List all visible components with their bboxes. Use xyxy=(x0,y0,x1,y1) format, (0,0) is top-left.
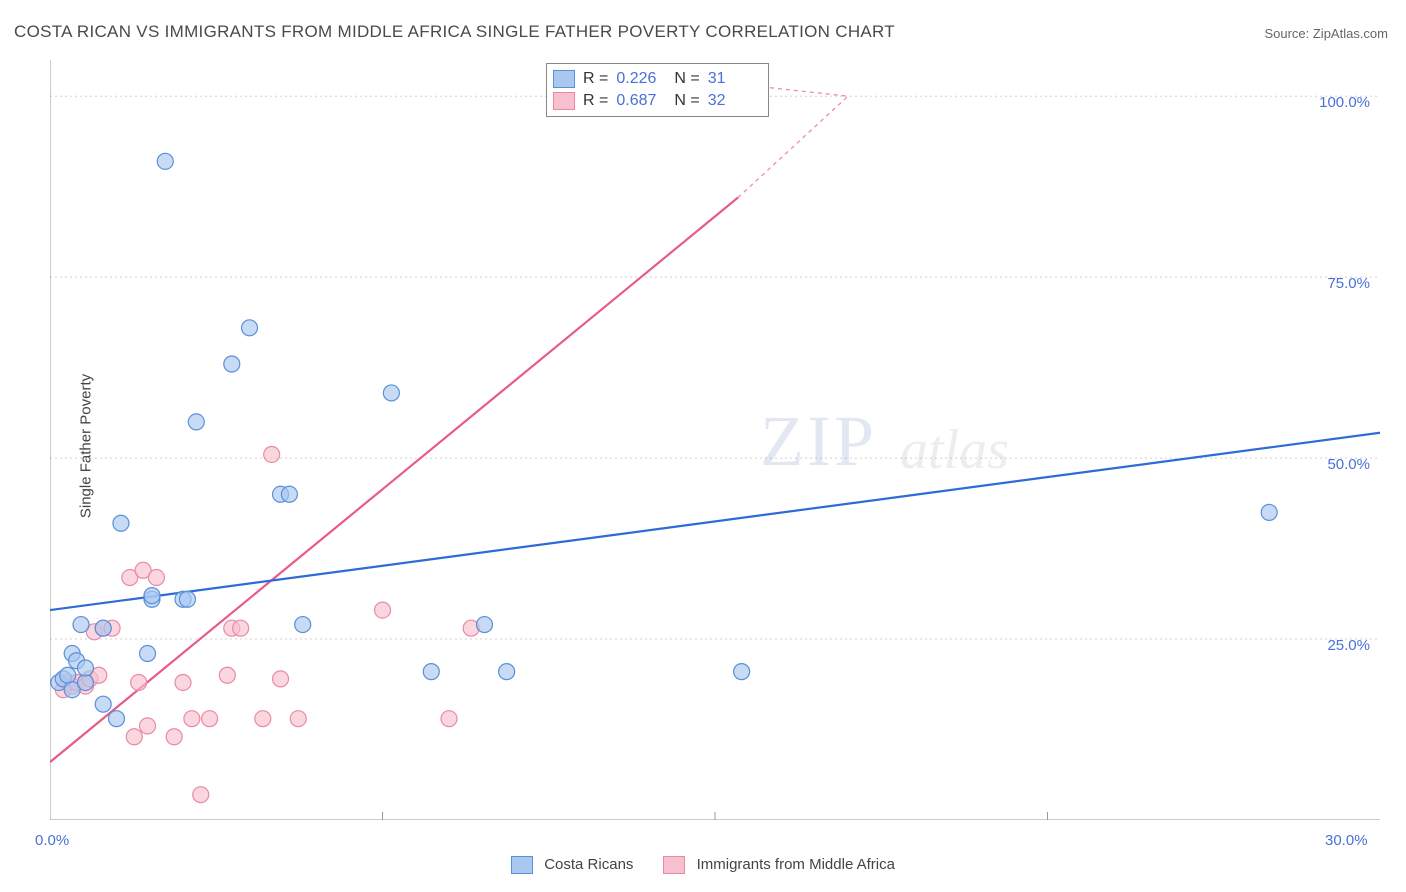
chart-title: COSTA RICAN VS IMMIGRANTS FROM MIDDLE AF… xyxy=(14,22,895,42)
legend-label-africa: Immigrants from Middle Africa xyxy=(697,856,895,873)
swatch-costa-icon xyxy=(511,856,533,874)
source-label: Source: ZipAtlas.com xyxy=(1264,26,1388,41)
y-tick-label: 50.0% xyxy=(1310,456,1370,473)
source-prefix: Source: xyxy=(1264,26,1312,41)
x-tick-label: 30.0% xyxy=(1325,832,1368,849)
n-label: N = xyxy=(674,70,699,88)
swatch-africa-icon xyxy=(553,92,575,110)
swatch-africa-icon xyxy=(663,856,685,874)
y-tick-label: 25.0% xyxy=(1310,637,1370,654)
y-tick-label: 75.0% xyxy=(1310,275,1370,292)
chart-svg xyxy=(50,60,1380,820)
r-value-africa: 0.687 xyxy=(616,92,666,110)
stats-legend: R = 0.226 N = 31 R = 0.687 N = 32 xyxy=(546,63,769,117)
n-value-africa: 32 xyxy=(708,92,758,110)
r-value-costa: 0.226 xyxy=(616,70,666,88)
r-label: R = xyxy=(583,70,608,88)
swatch-costa-icon xyxy=(553,70,575,88)
legend-item-africa: Immigrants from Middle Africa xyxy=(663,856,895,874)
r-label: R = xyxy=(583,92,608,110)
source-value: ZipAtlas.com xyxy=(1313,26,1388,41)
y-tick-label: 100.0% xyxy=(1310,94,1370,111)
watermark-zip: ZIP xyxy=(760,400,877,483)
n-label: N = xyxy=(674,92,699,110)
legend-item-costa: Costa Ricans xyxy=(511,856,633,874)
x-tick-label: 0.0% xyxy=(35,832,69,849)
legend-bottom: Costa Ricans Immigrants from Middle Afri… xyxy=(0,856,1406,874)
stats-row-costa: R = 0.226 N = 31 xyxy=(553,68,758,90)
watermark-atlas: atlas xyxy=(900,418,1009,482)
legend-label-costa: Costa Ricans xyxy=(544,856,633,873)
plot-area: ZIP atlas R = 0.226 N = 31 R = 0.687 N =… xyxy=(50,60,1380,820)
stats-row-africa: R = 0.687 N = 32 xyxy=(553,90,758,112)
n-value-costa: 31 xyxy=(708,70,758,88)
